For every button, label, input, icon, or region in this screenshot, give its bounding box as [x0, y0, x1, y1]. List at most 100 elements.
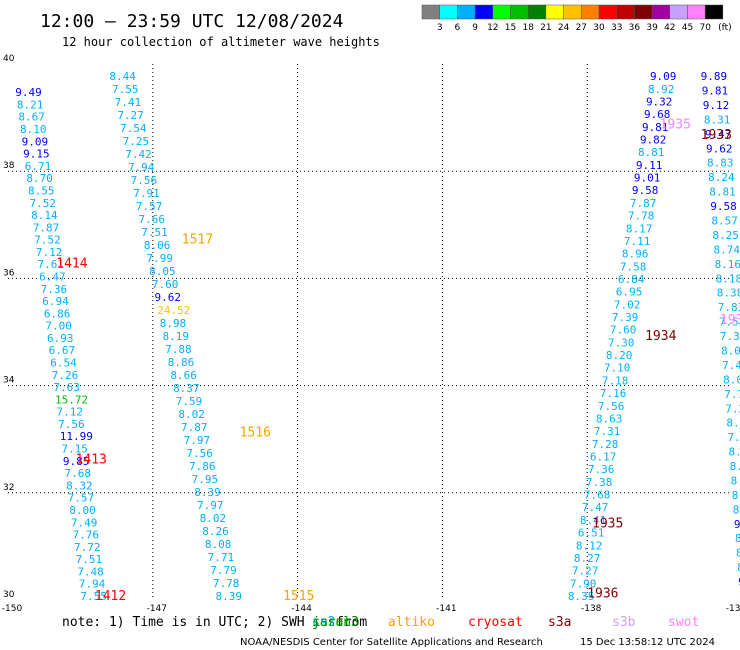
colorbar-swatch [651, 4, 671, 20]
wave-height-label: 8.37 [173, 382, 200, 395]
colorbar-swatch [510, 4, 529, 20]
wave-height-label: 11.99 [60, 430, 93, 443]
wave-height-label: 8.70 [26, 172, 52, 185]
wave-height-label: 7.56 [598, 400, 625, 413]
y-tick-label: 36 [3, 268, 15, 278]
wave-height-label: 6.47 [39, 270, 66, 283]
axis-ticks: -150 -147 -144 -141 -138 -135 30 32 34 36 38 40 [2, 54, 740, 614]
colorbar-label: 6 [455, 23, 461, 33]
satellite-name: altiko [388, 615, 435, 630]
wave-height-label: 8.32 [66, 479, 93, 492]
colorbar-swatch [563, 4, 582, 20]
wave-height-label: 7.66 [139, 213, 166, 226]
wave-height-label: 9.81 [642, 121, 669, 134]
wave-height-label: 8.08 [205, 538, 232, 551]
wave-height-label: 7.61 [37, 258, 64, 271]
wave-height-label: 8.74 [729, 446, 740, 459]
wave-height-label: 7.63 [53, 381, 80, 394]
wave-height-label: 8.27 [574, 552, 601, 565]
wave-height-label: 8.16 [715, 258, 740, 271]
wave-height-label: 7.48 [77, 565, 104, 578]
wave-height-label: 8.31 [704, 113, 731, 126]
colorbar-label: 15 [505, 23, 516, 33]
wave-height-label: 7.88 [165, 343, 192, 356]
wave-height-label: 7.11 [624, 235, 651, 248]
wave-height-label: 8.67 [18, 111, 45, 124]
wave-height-label: 7.91 [133, 187, 160, 200]
pass-number-label: 1414 [56, 257, 87, 272]
wave-height-label: 8.10 [20, 123, 47, 136]
wave-height-label: 7.49 [722, 359, 740, 372]
colorbar-unit: (ft) [718, 23, 732, 33]
pass-number-label: 1515 [283, 589, 314, 604]
wave-height-label: 7.60 [152, 278, 179, 291]
wave-height-label: 8.81 [638, 146, 665, 159]
wave-height-label: 9.85 [63, 455, 89, 468]
wave-height-label: 8.39 [216, 590, 243, 603]
wave-height-label: 8.81 [709, 186, 736, 199]
wave-height-label: 6.71 [25, 160, 52, 173]
satellite-name: jason3 [312, 615, 359, 630]
wave-height-label: 7.36 [588, 463, 615, 476]
wave-height-label: 7.87 [33, 221, 60, 234]
data-tracks: 9.498.218.678.109.099.156.718.708.557.52… [15, 70, 740, 603]
wave-height-label: 8.17 [626, 222, 653, 235]
wave-height-label: 7.95 [192, 473, 219, 486]
wave-height-label: 8.21 [17, 98, 44, 111]
colorbar-label: 42 [664, 23, 675, 33]
colorbar-label: 21 [540, 23, 551, 33]
wave-height-label: 9.58 [710, 200, 737, 213]
wave-height-label: 8.66 [170, 369, 197, 382]
wave-height-label: 9.58 [632, 184, 659, 197]
colorbar-label: 30 [593, 23, 605, 33]
colorbar-label: 33 [611, 23, 622, 33]
wave-height-label: 8.19 [162, 330, 189, 343]
wave-height-label: 7.28 [592, 438, 619, 451]
wave-height-label: 8.98 [160, 317, 187, 330]
wave-height-label: 8.96 [622, 248, 649, 261]
wave-height-label: 7.99 [147, 252, 174, 265]
y-tick-label: 30 [3, 590, 15, 600]
x-tick-label: -144 [291, 604, 312, 614]
colorbar-label: 70 [699, 23, 711, 33]
x-tick-label: -150 [2, 604, 23, 614]
wave-height-label: 9.68 [644, 108, 671, 121]
wave-height-label: 9.47 [705, 128, 732, 141]
wave-height-label: 7.87 [630, 197, 657, 210]
wave-height-label: 7.78 [213, 577, 240, 590]
wave-height-label: 9.06 [734, 518, 740, 531]
wave-height-label: 6.86 [44, 307, 71, 320]
wave-height-label: 7.86 [189, 460, 216, 473]
wave-height-label: 6.51 [578, 527, 605, 540]
wave-height-label: 7.27 [572, 565, 599, 578]
wave-height-label: 7.38 [586, 476, 613, 489]
wave-height-label: 9.09 [22, 135, 49, 148]
colorbar-swatch [527, 4, 547, 20]
wave-height-label: 24.52 [157, 304, 190, 317]
wave-height-label: 7.57 [68, 492, 95, 505]
wave-height-label: 7.57 [136, 200, 163, 213]
colorbar-label: 18 [522, 23, 534, 33]
legend-note: note: 1) Time is in UTC; 2) SWH is fromj… [62, 615, 699, 630]
wave-height-label: 7.83 [718, 301, 740, 314]
chart-subtitle: 12 hour collection of altimeter wave hei… [62, 35, 380, 49]
wave-height-label: 7.74 [724, 388, 740, 401]
wave-height-label: 7.16 [600, 387, 627, 400]
pass-number-label: 1412 [95, 589, 126, 604]
y-tick-label: 32 [3, 483, 14, 493]
note-text: note: 1) Time is in UTC; 2) SWH is from [62, 615, 367, 630]
chart-title: 12:00 – 23:59 UTC 12/08/2024 [40, 11, 343, 32]
y-tick-label: 40 [3, 54, 15, 64]
wave-height-label: 7.36 [41, 283, 67, 296]
wave-height-label: 9.01 [634, 172, 661, 185]
wave-height-label: 8.06 [721, 344, 740, 357]
colorbar-swatch [616, 4, 635, 20]
wave-height-label: 6.94 [42, 295, 69, 308]
wave-height-label: 9.81 [702, 85, 729, 98]
wave-height-label: 7.90 [570, 577, 597, 590]
colorbar-swatch [598, 4, 617, 20]
satellite-name: cs2 [312, 615, 335, 630]
x-tick-label: -141 [436, 604, 456, 614]
wave-height-label: 8.24 [708, 171, 735, 184]
